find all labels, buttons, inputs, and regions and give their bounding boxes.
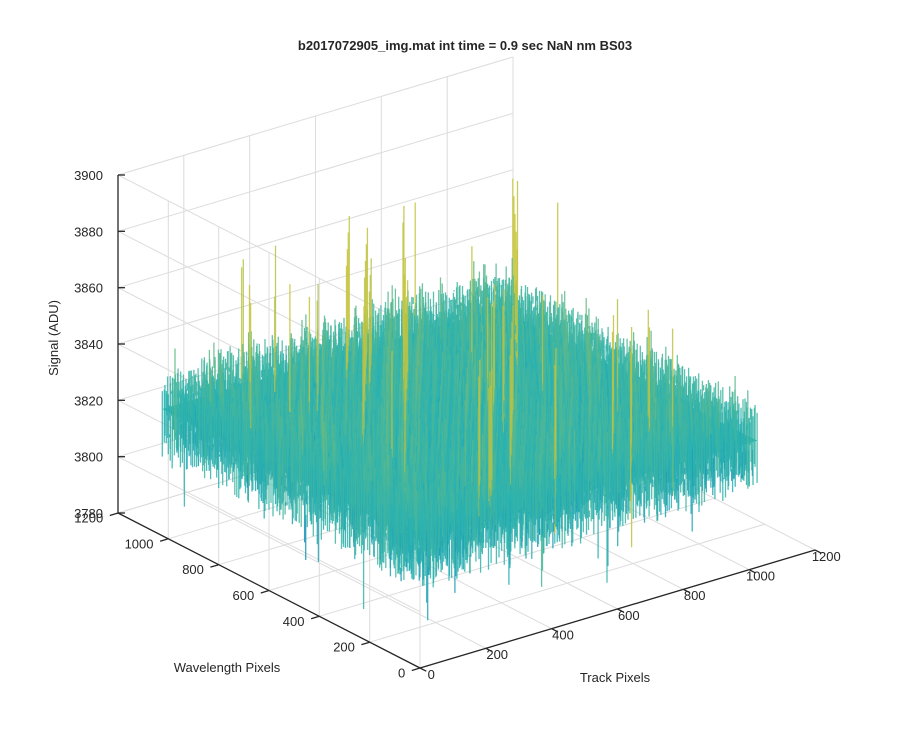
grid-line xyxy=(117,225,514,345)
grid-line xyxy=(117,169,514,289)
grid-line xyxy=(117,112,514,232)
grid-line xyxy=(117,456,421,613)
grid-line xyxy=(117,56,514,176)
grid-line xyxy=(319,497,715,617)
surface-plot xyxy=(161,178,758,621)
chart-title: b2017072905_img.mat int time = 0.9 sec N… xyxy=(298,38,632,53)
grid-line xyxy=(369,523,765,643)
